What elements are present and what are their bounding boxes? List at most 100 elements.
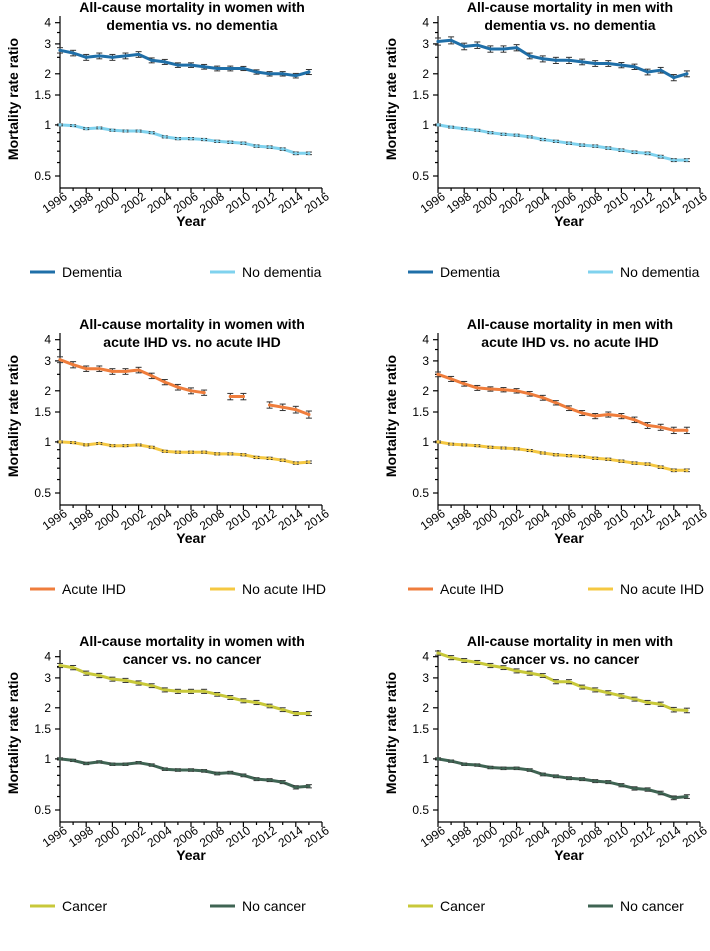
data-point bbox=[189, 137, 193, 141]
series-line-no-cancer bbox=[59, 757, 310, 789]
chart-title-line-1: dementia vs. no dementia bbox=[106, 17, 277, 33]
y-tick-label: 1 bbox=[422, 435, 429, 449]
x-tick-label: 2004 bbox=[145, 189, 175, 216]
data-point bbox=[606, 457, 610, 461]
x-tick-label: 1996 bbox=[418, 189, 448, 216]
x-tick-label: 2016 bbox=[680, 189, 710, 216]
data-point bbox=[137, 443, 141, 447]
y-tick-label: 0.5 bbox=[412, 169, 429, 183]
y-tick-label: 1.5 bbox=[34, 405, 51, 419]
data-point bbox=[228, 66, 232, 71]
data-point bbox=[515, 133, 519, 137]
data-point bbox=[567, 58, 571, 62]
x-tick-label: 2016 bbox=[680, 823, 710, 850]
data-point bbox=[71, 363, 75, 367]
data-point bbox=[189, 689, 193, 693]
legend-label-1: No acute IHD bbox=[620, 581, 704, 597]
data-point bbox=[632, 418, 637, 422]
x-tick-label: 2012 bbox=[627, 823, 657, 850]
chart-panel-4: All-cause mortality in women with cancer … bbox=[5, 633, 332, 914]
x-axis-label: Year bbox=[176, 847, 206, 863]
x-tick-label: 2000 bbox=[470, 506, 500, 533]
data-point bbox=[475, 128, 479, 132]
data-point bbox=[528, 135, 532, 139]
series-line-acute-ihd bbox=[59, 358, 205, 395]
data-point bbox=[488, 445, 492, 449]
data-point bbox=[123, 54, 128, 58]
data-point bbox=[475, 43, 479, 47]
x-tick-label: 2012 bbox=[249, 506, 279, 533]
data-point bbox=[268, 704, 272, 708]
x-tick-label: 2002 bbox=[118, 823, 148, 850]
data-point bbox=[307, 460, 311, 464]
data-point bbox=[228, 140, 232, 144]
x-tick-label: 2000 bbox=[470, 823, 500, 850]
x-tick-label: 2004 bbox=[145, 823, 175, 850]
data-point bbox=[110, 677, 114, 681]
x-tick-label: 2000 bbox=[470, 189, 500, 216]
x-tick-label: 1998 bbox=[66, 189, 96, 216]
x-tick-label: 1998 bbox=[66, 823, 96, 850]
data-point bbox=[515, 766, 519, 770]
data-point bbox=[71, 51, 75, 55]
x-tick-label: 2010 bbox=[601, 823, 631, 850]
chart-title-line-0: All-cause mortality in women with bbox=[79, 0, 305, 15]
y-tick-label: 2 bbox=[44, 384, 51, 398]
legend-label-0: Dementia bbox=[440, 264, 500, 280]
data-point bbox=[281, 780, 285, 784]
x-axis-label: Year bbox=[554, 530, 584, 546]
data-point bbox=[436, 39, 440, 44]
data-point bbox=[436, 757, 440, 761]
data-point bbox=[241, 66, 245, 71]
data-point bbox=[202, 137, 206, 142]
chart-title-line-1: dementia vs. no dementia bbox=[484, 17, 655, 33]
data-point bbox=[202, 65, 206, 69]
data-point bbox=[58, 358, 62, 362]
data-point bbox=[150, 374, 154, 378]
data-point bbox=[294, 711, 298, 716]
y-axis-label: Mortality rate ratio bbox=[383, 355, 399, 477]
data-point bbox=[268, 403, 272, 407]
data-point bbox=[71, 441, 75, 445]
y-tick-label: 2 bbox=[44, 67, 51, 81]
data-point bbox=[488, 387, 492, 391]
y-tick-label: 3 bbox=[422, 671, 429, 685]
x-tick-label: 2004 bbox=[523, 823, 553, 850]
data-point bbox=[580, 411, 584, 415]
data-point bbox=[580, 60, 584, 64]
data-point bbox=[475, 660, 479, 665]
chart-title-line-0: All-cause mortality in men with bbox=[467, 0, 673, 15]
data-point bbox=[567, 406, 571, 410]
data-point bbox=[672, 796, 676, 800]
x-tick-label: 1996 bbox=[418, 506, 448, 533]
chart-title-line-1: acute IHD vs. no acute IHD bbox=[481, 334, 658, 350]
y-axis-label: Mortality rate ratio bbox=[5, 38, 21, 160]
data-point bbox=[580, 454, 584, 459]
data-point bbox=[646, 700, 650, 705]
data-point bbox=[436, 651, 440, 655]
data-point bbox=[606, 146, 610, 150]
data-point bbox=[659, 791, 663, 795]
data-point bbox=[528, 448, 532, 453]
data-point bbox=[281, 72, 285, 76]
legend-label-1: No dementia bbox=[242, 264, 322, 280]
data-point bbox=[580, 685, 584, 689]
data-point bbox=[501, 47, 506, 51]
data-point bbox=[462, 658, 466, 663]
data-point bbox=[215, 139, 219, 143]
data-point bbox=[554, 139, 558, 143]
chart-panel-1: All-cause mortality in men with dementia … bbox=[383, 0, 710, 280]
data-point bbox=[176, 689, 180, 693]
data-point bbox=[97, 441, 101, 445]
x-tick-label: 2002 bbox=[118, 189, 148, 216]
data-point bbox=[436, 123, 440, 127]
data-point bbox=[189, 389, 193, 393]
data-point bbox=[619, 148, 623, 152]
data-point bbox=[254, 455, 259, 460]
data-point bbox=[593, 414, 597, 418]
data-point bbox=[307, 711, 311, 716]
chart-title-line-0: All-cause mortality in men with bbox=[467, 316, 673, 332]
x-tick-label: 2000 bbox=[92, 189, 122, 216]
y-tick-label: 3 bbox=[422, 37, 429, 51]
y-axis-label: Mortality rate ratio bbox=[383, 38, 399, 160]
